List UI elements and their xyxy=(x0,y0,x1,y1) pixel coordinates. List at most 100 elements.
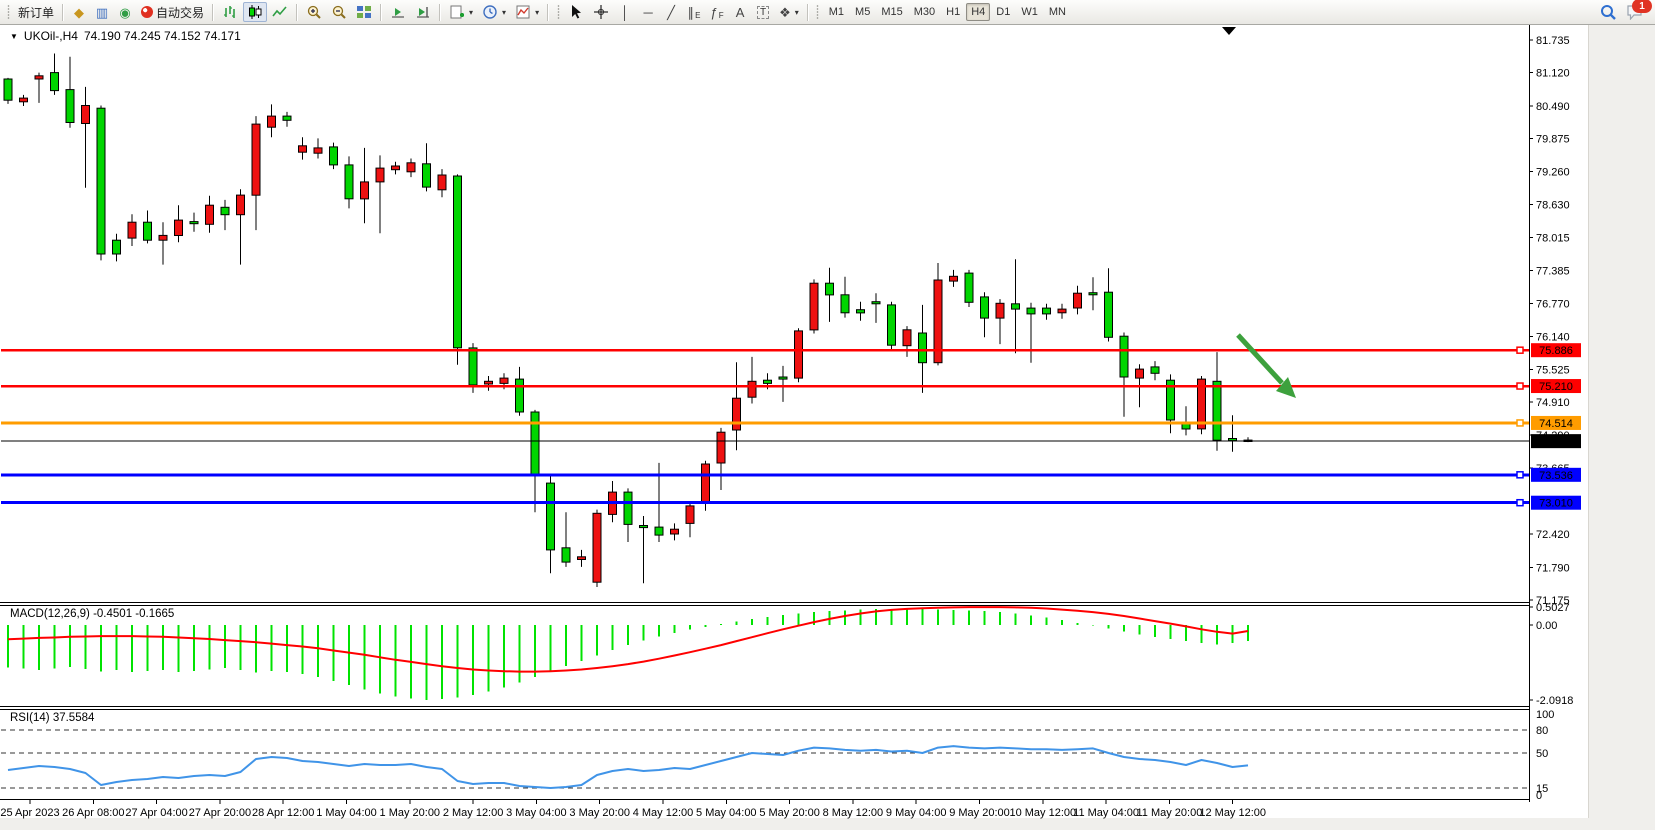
tab-timeframe-mn[interactable]: MN xyxy=(1044,3,1071,21)
toolbar-grip[interactable] xyxy=(556,4,561,20)
trend-arrow-annotation[interactable] xyxy=(1236,333,1296,398)
channel-sub-label: E xyxy=(695,11,701,20)
svg-text:71.790: 71.790 xyxy=(1536,562,1570,574)
periods-button[interactable]: ▾ xyxy=(478,2,510,22)
tab-timeframe-h4[interactable]: H4 xyxy=(966,3,991,21)
zoom-in-icon xyxy=(307,5,321,19)
history-center-button[interactable]: ◆ xyxy=(68,2,90,22)
svg-text:80.490: 80.490 xyxy=(1536,101,1570,113)
tab-timeframe-d1[interactable]: D1 xyxy=(991,3,1015,21)
price-badge: 75.210 xyxy=(1531,379,1581,394)
svg-text:15: 15 xyxy=(1536,783,1548,795)
tab-timeframe-m30[interactable]: M30 xyxy=(909,3,940,21)
line-chart-button[interactable] xyxy=(268,2,292,22)
candlestick-chart-button[interactable] xyxy=(243,2,268,22)
cursor-tool-button[interactable] xyxy=(564,2,588,22)
trendline-tool-button[interactable]: ╱ xyxy=(660,2,682,22)
chart-window-title[interactable]: ▼ UKOil-,H4 74.190 74.245 74.152 74.171 xyxy=(10,29,241,43)
candles xyxy=(3,53,1253,587)
svg-text:10 May 12:00: 10 May 12:00 xyxy=(1009,807,1076,819)
svg-text:3 May 20:00: 3 May 20:00 xyxy=(569,807,630,819)
fibonacci-tool-button[interactable]: ƒ F xyxy=(706,2,728,22)
toolbar-grip[interactable] xyxy=(6,4,10,20)
toolbar-right: 1 xyxy=(1600,0,1652,21)
horizontal-line-tool-button[interactable]: ─ xyxy=(637,2,659,22)
vertical-line-tool-button[interactable]: │ xyxy=(614,2,636,22)
price-chart-svg[interactable]: 81.735 81.120 80.490 79.875 79.260 78.630 78.0… xyxy=(0,24,1655,825)
macd-indicator: 0.5027 0.00 -2.0918 MACD(12,26,9) -0.4501 -… xyxy=(7,602,1573,707)
svg-text:79.260: 79.260 xyxy=(1536,166,1570,178)
toolbar-grip[interactable] xyxy=(815,4,820,20)
text-label-tool-button[interactable]: T xyxy=(752,2,774,22)
svg-text:11 May 20:00: 11 May 20:00 xyxy=(1136,807,1202,819)
price-badge: 74.171 xyxy=(1531,434,1581,449)
candlestick-icon xyxy=(249,5,262,19)
fibonacci-icon: ƒ xyxy=(710,4,718,20)
chart-window-icon: ▥ xyxy=(95,4,109,20)
price-badge: 73.010 xyxy=(1531,495,1581,510)
tab-timeframe-w1[interactable]: W1 xyxy=(1016,3,1043,21)
notifications[interactable]: 1 xyxy=(1626,0,1652,20)
rsi-indicator: 100 80 50 150 RSI(14) 37.5584 xyxy=(1,709,1554,802)
text-tool-button[interactable]: A xyxy=(729,2,751,22)
vertical-line-icon: │ xyxy=(621,4,630,20)
horizontal-line-icon: ─ xyxy=(643,4,653,20)
cursor-icon xyxy=(572,5,582,19)
svg-text:27 Apr 04:00: 27 Apr 04:00 xyxy=(125,807,187,819)
tab-timeframe-m5[interactable]: M5 xyxy=(850,3,875,21)
auto-trading-button[interactable]: 自动交易 xyxy=(137,2,208,22)
terminal-window-button[interactable]: ▥ xyxy=(91,2,113,22)
svg-text:77.385: 77.385 xyxy=(1536,266,1570,278)
svg-text:0: 0 xyxy=(1536,790,1542,802)
tab-timeframe-m15[interactable]: M15 xyxy=(876,3,907,21)
new-chart-icon xyxy=(450,5,465,19)
svg-text:27 Apr 20:00: 27 Apr 20:00 xyxy=(189,807,251,819)
time-axis[interactable]: 25 Apr 2023 26 Apr 08:00 27 Apr 04:00 27 Ap… xyxy=(0,800,1266,819)
chart-shift-button[interactable] xyxy=(411,2,435,22)
new-chart-button[interactable]: ▾ xyxy=(445,2,477,22)
rsi-label: RSI(14) 37.5584 xyxy=(10,712,95,724)
svg-text:28 Apr 12:00: 28 Apr 12:00 xyxy=(252,807,314,819)
svg-text:3 May 04:00: 3 May 04:00 xyxy=(506,807,567,819)
zoom-in-button[interactable] xyxy=(302,2,326,22)
svg-text:74.910: 74.910 xyxy=(1536,397,1570,409)
crosshair-tool-button[interactable] xyxy=(589,2,613,22)
svg-text:12 May 12:00: 12 May 12:00 xyxy=(1199,807,1266,819)
chevron-down-icon: ▾ xyxy=(794,7,799,17)
price-badge: 73.536 xyxy=(1531,467,1581,482)
toolbar-separator xyxy=(547,3,550,21)
auto-scroll-button[interactable] xyxy=(386,2,410,22)
svg-text:5 May 04:00: 5 May 04:00 xyxy=(696,807,757,819)
bar-chart-icon xyxy=(224,6,235,18)
bar-chart-button[interactable] xyxy=(218,2,242,22)
search-icon[interactable] xyxy=(1600,4,1617,21)
signals-button[interactable]: ◉ xyxy=(114,2,136,22)
svg-text:76.770: 76.770 xyxy=(1536,298,1570,310)
toolbar-separator xyxy=(212,3,215,21)
svg-text:73.536: 73.536 xyxy=(1539,470,1573,482)
channel-tool-button[interactable]: ∥ E xyxy=(683,2,705,22)
toolbar-separator xyxy=(806,3,809,21)
indicators-button[interactable]: ▾ xyxy=(511,2,543,22)
chart-shift-marker-icon[interactable] xyxy=(1222,27,1236,35)
svg-text:9 May 04:00: 9 May 04:00 xyxy=(886,807,947,819)
svg-text:-2.0918: -2.0918 xyxy=(1536,695,1573,707)
line-chart-icon xyxy=(272,6,287,17)
tab-timeframe-m1[interactable]: M1 xyxy=(824,3,849,21)
svg-text:74.171: 74.171 xyxy=(1539,436,1573,448)
tile-windows-button[interactable] xyxy=(352,2,376,22)
arrows-tool-button[interactable]: ❖ ▾ xyxy=(775,2,803,22)
new-order-button[interactable]: 新订单 xyxy=(14,2,58,22)
arrows-icon: ❖ xyxy=(779,4,791,20)
svg-text:2 May 12:00: 2 May 12:00 xyxy=(443,807,504,819)
svg-text:75.525: 75.525 xyxy=(1536,364,1570,376)
toolbar: 新订单 ◆ ▥ ◉ 自动交易 xyxy=(0,0,1655,25)
chart-symbol-period: UKOil-,H4 xyxy=(23,29,78,43)
channel-icon: ∥ xyxy=(687,4,695,20)
horizontal-level-lines[interactable]: 75.886 75.210 74.514 74.171 73.536 73.010 xyxy=(1,343,1581,510)
notification-badge: 1 xyxy=(1632,0,1652,13)
tab-timeframe-h1[interactable]: H1 xyxy=(941,3,965,21)
svg-text:78.630: 78.630 xyxy=(1536,200,1570,212)
chart-area[interactable]: 81.735 81.120 80.490 79.875 79.260 78.630 78.0… xyxy=(0,24,1655,825)
zoom-out-button[interactable] xyxy=(327,2,351,22)
